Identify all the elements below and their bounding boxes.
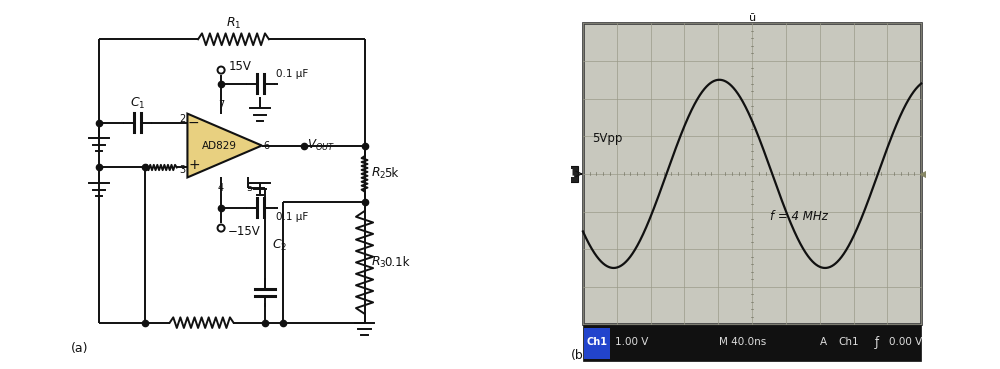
Text: 7: 7: [218, 100, 224, 110]
Text: 3: 3: [180, 165, 186, 175]
Text: 0.1 μF: 0.1 μF: [276, 69, 308, 79]
Text: AD829: AD829: [202, 141, 237, 151]
Text: Ch1: Ch1: [586, 338, 607, 348]
Text: ƒ: ƒ: [875, 336, 879, 349]
Text: 1.00 V: 1.00 V: [615, 338, 648, 348]
Text: 1: 1: [568, 169, 574, 179]
Text: 6: 6: [264, 141, 270, 151]
Text: 2: 2: [179, 114, 186, 124]
Text: 4: 4: [218, 183, 224, 193]
Text: M 40.0ns: M 40.0ns: [719, 338, 766, 348]
Text: 5k: 5k: [384, 168, 398, 180]
Text: +: +: [188, 158, 200, 172]
Text: 0.00 V: 0.00 V: [889, 338, 922, 348]
Bar: [563, 166, 578, 182]
Text: $V_{OUT}$: $V_{OUT}$: [307, 138, 335, 153]
Text: 5: 5: [246, 183, 253, 193]
Text: $C_2$: $C_2$: [272, 238, 287, 253]
Bar: [583, 23, 921, 324]
Text: 5Vpp: 5Vpp: [592, 132, 622, 145]
Bar: [583, 325, 921, 361]
Text: $R_1$: $R_1$: [226, 16, 241, 31]
Text: 15V: 15V: [228, 61, 251, 73]
Text: 0.1k: 0.1k: [384, 256, 410, 269]
Text: −15V: −15V: [228, 225, 261, 238]
Circle shape: [218, 66, 225, 74]
Text: −: −: [188, 115, 200, 130]
Polygon shape: [187, 114, 262, 177]
Circle shape: [218, 224, 225, 232]
Text: f = 4 MHz: f = 4 MHz: [770, 210, 828, 223]
Text: (a): (a): [71, 342, 88, 355]
Text: $R_3$: $R_3$: [371, 255, 386, 270]
Text: $C_1$: $C_1$: [130, 96, 146, 111]
Text: 0.1 μF: 0.1 μF: [276, 212, 308, 222]
Text: A: A: [820, 338, 827, 348]
Text: ū: ū: [749, 13, 756, 23]
Text: (b): (b): [571, 349, 588, 362]
Text: $R_2$: $R_2$: [371, 166, 386, 182]
Text: Ch1: Ch1: [838, 338, 859, 348]
Bar: [584, 328, 610, 359]
